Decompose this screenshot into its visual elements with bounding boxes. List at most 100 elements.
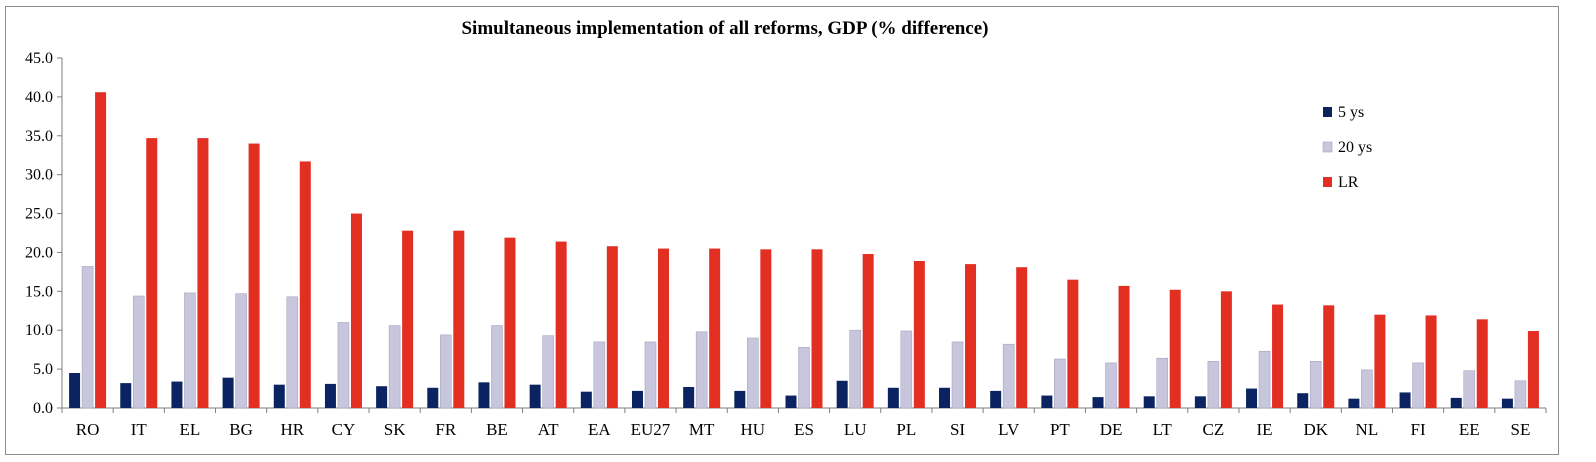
bar-20-ys-el <box>184 292 196 409</box>
x-tick-label: SK <box>384 420 406 439</box>
bar-20-ys-ee <box>1463 370 1476 409</box>
x-tick-label: IE <box>1257 420 1273 439</box>
bar-5-ys-it <box>120 383 132 408</box>
bar-5-ys-ie <box>1246 388 1258 408</box>
bar-20-ys-ea <box>593 341 606 409</box>
bar-20-ys-de <box>1105 362 1117 409</box>
bar-5-ys-hr <box>273 384 285 408</box>
x-tick-label: LV <box>998 420 1020 439</box>
bar-20-ys-bg <box>235 293 247 409</box>
y-tick-label: 45.0 <box>25 50 53 67</box>
x-tick-label: IT <box>131 420 148 439</box>
bar-5-ys-pl <box>887 387 899 408</box>
bar-lr-fr <box>453 230 465 408</box>
bar-lr-fi <box>1425 315 1437 408</box>
bar-5-ys-sk <box>376 386 388 408</box>
bar-20-ys-mt <box>695 331 708 409</box>
x-tick-label: CZ <box>1203 420 1225 439</box>
bar-lr-hu <box>760 249 772 408</box>
x-tick-label: HR <box>280 420 304 439</box>
x-tick-label: SI <box>950 420 965 439</box>
bar-20-ys-be <box>491 325 503 409</box>
x-tick-label: HU <box>741 420 766 439</box>
x-tick-label: EA <box>588 420 611 439</box>
bar-lr-it <box>146 138 158 409</box>
legend: 5 ys 20 ys LR <box>1322 104 1372 191</box>
bar-5-ys-eu27 <box>631 390 643 408</box>
bar-5-ys-si <box>939 387 951 408</box>
x-tick-label: EE <box>1459 420 1480 439</box>
x-tick-label: DE <box>1100 420 1123 439</box>
x-tick-label: EU27 <box>631 420 671 439</box>
bar-5-ys-bg <box>222 377 234 408</box>
bar-lr-cz <box>1220 291 1232 408</box>
legend-swatch <box>1322 141 1333 153</box>
legend-swatch <box>1323 107 1332 117</box>
bar-5-ys-cy <box>324 383 336 408</box>
bar-20-ys-sk <box>388 325 401 409</box>
legend-label: LR <box>1338 174 1359 191</box>
bar-lr-si <box>965 264 977 408</box>
bar-lr-es <box>811 249 823 408</box>
legend-label: 20 ys <box>1338 139 1372 156</box>
y-tick-label: 0.0 <box>33 400 53 417</box>
bar-20-ys-fr <box>439 334 452 409</box>
bar-20-ys-pt <box>1054 358 1066 409</box>
x-tick-label: FR <box>435 420 456 439</box>
x-tick-label: ES <box>794 420 814 439</box>
bar-lr-hr <box>299 161 311 408</box>
bar-lr-nl <box>1374 314 1386 408</box>
bar-lr-lu <box>862 254 874 408</box>
bar-5-ys-lu <box>836 380 848 408</box>
x-tick-label: BE <box>486 420 508 439</box>
bar-20-ys-lv <box>1002 343 1015 409</box>
x-tick-label: FI <box>1411 420 1426 439</box>
y-tick-label: 20.0 <box>25 244 53 261</box>
bar-20-ys-nl <box>1361 369 1373 409</box>
bar-lr-cy <box>350 213 362 408</box>
bar-5-ys-dk <box>1297 393 1309 408</box>
x-tick-label: BG <box>229 420 253 439</box>
x-tick-label: PT <box>1050 420 1070 439</box>
x-tick-label: DK <box>1303 420 1328 439</box>
x-axis: RO IT EL BG HR CY SK FR BE AT EA EU27 MT HU ES LU PL SI LV… <box>61 407 1547 439</box>
bar-lr-ea <box>606 246 618 408</box>
bar-lr-eu27 <box>657 248 669 408</box>
bar-5-ys-fi <box>1399 392 1411 408</box>
bar-5-ys-lv <box>990 390 1002 408</box>
x-tick-label: LT <box>1153 420 1173 439</box>
bar-lr-lv <box>1016 267 1028 408</box>
bar-20-ys-at <box>542 335 554 409</box>
bar-lr-dk <box>1323 305 1335 408</box>
x-tick-label: EL <box>180 420 201 439</box>
bar-20-ys-pl <box>900 330 913 409</box>
legend-label: 5 ys <box>1338 104 1364 121</box>
bar-20-ys-cz <box>1207 361 1220 409</box>
x-tick-label: PL <box>896 420 916 439</box>
bar-5-ys-be <box>478 382 490 408</box>
bar-20-ys-ie <box>1258 350 1271 409</box>
bar-20-ys-dk <box>1309 361 1322 409</box>
bar-20-ys-es <box>798 347 810 409</box>
bar-20-ys-hu <box>747 337 759 409</box>
bar-lr-pl <box>913 261 925 408</box>
bar-lr-de <box>1118 285 1130 408</box>
bar-5-ys-de <box>1092 397 1104 408</box>
legend-swatch <box>1323 177 1332 187</box>
y-tick-label: 15.0 <box>25 283 53 300</box>
bar-5-ys-el <box>171 381 183 408</box>
bar-5-ys-ee <box>1450 397 1462 408</box>
bars <box>69 92 1539 409</box>
y-tick-label: 35.0 <box>25 128 53 145</box>
y-tick-label: 30.0 <box>25 167 53 184</box>
bar-5-ys-fr <box>427 387 439 408</box>
bar-lr-ie <box>1272 304 1284 408</box>
y-tick-label: 10.0 <box>25 322 53 339</box>
chart-frame <box>5 6 1559 455</box>
x-tick-label: RO <box>76 420 100 439</box>
bar-20-ys-eu27 <box>644 341 657 409</box>
bar-lr-mt <box>709 248 721 408</box>
bar-20-ys-it <box>132 295 145 409</box>
bar-lr-pt <box>1067 279 1079 408</box>
bar-lr-be <box>504 237 516 408</box>
